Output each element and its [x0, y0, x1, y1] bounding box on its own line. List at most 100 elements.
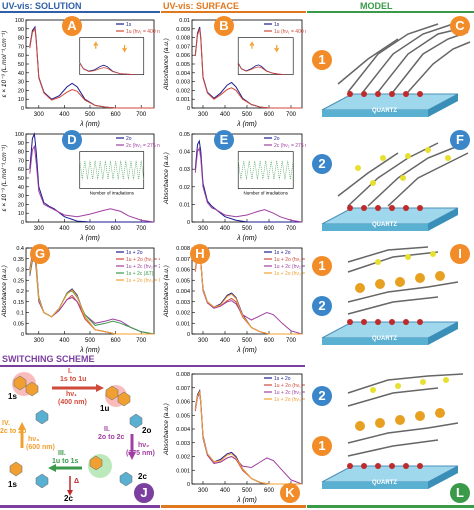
x-tick-label-e: 500 — [242, 226, 253, 232]
inset-frame-a — [79, 37, 145, 75]
y-tick-label-h: 0.005 — [176, 278, 190, 284]
legend-label-h-1: 1u + 2o (hν₁ = 400 nm) — [274, 257, 306, 263]
bottom-line-scheme — [0, 505, 160, 508]
legend-label-k-0: 1s + 2o — [274, 376, 291, 382]
y-tick-label-a: 90 — [18, 27, 24, 33]
series-line-k-3 — [194, 390, 302, 485]
x-tick-label-k: 300 — [198, 488, 209, 494]
mol-1u: 1u — [100, 404, 110, 413]
y-tick-label-d: 40 — [18, 185, 24, 191]
header-model: MODEL — [360, 1, 393, 11]
y-tick-label-h: 0.006 — [176, 268, 190, 274]
y-tick-label-b: 0.01 — [179, 18, 190, 24]
x-tick-label-b: 400 — [220, 112, 231, 118]
badge-k: K — [280, 483, 300, 503]
chart-panel-g: 300 400 500 600 700 0 0.05 0.1 0.15 0.2 0.25 0.3 0.3… — [0, 242, 160, 354]
x-axis-label-k: λ (nm) — [236, 497, 257, 504]
inset-line-a-1 — [79, 63, 135, 75]
y-tick-label-g: 0.25 — [13, 278, 24, 284]
quartz-model-i — [321, 246, 459, 345]
y-tick-label-h: 0.008 — [176, 246, 190, 252]
badge-e: E — [214, 130, 234, 150]
x-tick-label-h: 600 — [264, 338, 275, 344]
legend-label-g-2: 1u + 2c (hν₂ = 275 nm) — [126, 264, 160, 270]
x-tick-label-e: 700 — [286, 226, 297, 232]
y-tick-label-k: 0.004 — [176, 427, 190, 433]
legend-label-b-0: 1s — [274, 22, 280, 28]
step2-num: II. — [104, 426, 110, 433]
mol-2o: 2o — [142, 426, 152, 435]
legend-label-h-2: 1u + 2c (hν₂ = 275 nm) — [274, 264, 306, 270]
y-tick-label-a: 100 — [15, 18, 24, 24]
legend-label-h-3: 1s + 2o (hν₃ = 600 nm) — [274, 271, 306, 277]
y-tick-label-e: 0.02 — [179, 185, 190, 191]
step1-energy: hν₁ — [66, 391, 78, 398]
model-number-2-i: 2 — [312, 296, 332, 316]
y-tick-label-a: 0 — [21, 106, 24, 112]
series-line-k-1 — [194, 390, 302, 485]
series-line-d-0 — [29, 132, 154, 223]
y-tick-label-d: 70 — [18, 158, 24, 164]
legend-label-a-0: 1s — [126, 22, 132, 28]
quartz-model-c — [321, 23, 471, 117]
model-panel-f: 2 QUARTZ — [308, 128, 474, 242]
y-tick-label-h: 0.003 — [176, 300, 190, 306]
y-tick-label-g: 0.1 — [16, 311, 24, 317]
x-tick-label-d: 500 — [85, 226, 96, 232]
mol-2c: 2c — [138, 472, 147, 481]
x-tick-label-b: 500 — [242, 112, 253, 118]
legend-label-g-4: 1s + 2o (hν₃ = 600 nm) — [126, 278, 160, 284]
y-tick-label-a: 30 — [18, 80, 24, 86]
step4-label: 2c to 2o — [0, 428, 27, 435]
chart-panel-h: 300 400 500 600 700 0 0.001 0.002 0.003 0.004 0.00… — [162, 242, 306, 354]
x-tick-label-a: 600 — [111, 112, 122, 118]
model-number-1-c: 1 — [312, 50, 332, 70]
model-panel-l: 2 1 QUARTZ — [308, 368, 474, 504]
inset-arrow-down-a — [122, 44, 128, 53]
badge-g: G — [30, 244, 50, 264]
x-tick-label-a: 400 — [59, 112, 70, 118]
y-tick-label-a: 10 — [18, 97, 24, 103]
series-line-d-1 — [29, 144, 155, 223]
badge-b: B — [214, 16, 234, 36]
legend-label-k-3: 1s + 2o (hν₃ = 600 nm) — [274, 397, 306, 403]
y-tick-label-d: 100 — [15, 132, 24, 138]
y-tick-label-b: 0.002 — [176, 88, 190, 94]
quartz-label-l: QUARTZ — [372, 480, 397, 486]
y-tick-label-g: 0.4 — [16, 246, 24, 252]
y-tick-label-e: 0.04 — [179, 150, 190, 156]
y-tick-label-h: 0.007 — [176, 257, 190, 263]
series-line-a-1 — [29, 27, 154, 109]
inset-x-label-e: Number of irradiations — [244, 191, 289, 196]
y-tick-label-b: 0.005 — [176, 62, 190, 68]
x-tick-label-e: 300 — [198, 226, 209, 232]
step2-energy: hν₂ — [138, 442, 150, 449]
y-tick-label-h: 0 — [187, 332, 190, 338]
step3-label: 1u to 1s — [52, 458, 79, 465]
y-tick-label-b: 0.003 — [176, 80, 190, 86]
y-tick-label-h: 0.001 — [176, 321, 190, 327]
legend-label-e-0: 2o — [274, 136, 280, 142]
x-axis-label-a: λ (nm) — [79, 121, 100, 128]
chart-e: 300 400 500 600 700 0 0.01 0.02 0.03 0.04 0.05 λ (n… — [163, 132, 306, 242]
y-tick-label-b: 0 — [187, 106, 190, 112]
x-tick-label-a: 700 — [136, 112, 147, 118]
y-tick-label-d: 90 — [18, 141, 24, 147]
mol-1s: 1s — [8, 392, 17, 401]
x-tick-label-b: 700 — [286, 112, 297, 118]
inset-frame-d — [79, 151, 145, 189]
x-axis-label-e: λ (nm) — [236, 235, 257, 242]
header-model-line — [307, 11, 474, 13]
scheme-diagram — [9, 372, 143, 496]
model-number-2-l: 2 — [312, 386, 332, 406]
chart-panel-d: 300 400 500 600 700 0 10 20 30 40 50 60 70 80 90 100 λ (… — [0, 128, 160, 242]
model-panel-i: 1 2 QUARTZ — [308, 242, 474, 354]
scheme-title: SWITCHING SCHEME — [2, 354, 95, 364]
x-tick-label-d: 700 — [136, 226, 147, 232]
y-tick-label-g: 0 — [21, 332, 24, 338]
badge-a: A — [62, 16, 82, 36]
y-tick-label-b: 0.009 — [176, 27, 190, 33]
x-tick-label-h: 500 — [242, 338, 253, 344]
y-axis-label-g: Absorbance (a.u.) — [1, 265, 8, 318]
y-tick-label-d: 80 — [18, 150, 24, 156]
